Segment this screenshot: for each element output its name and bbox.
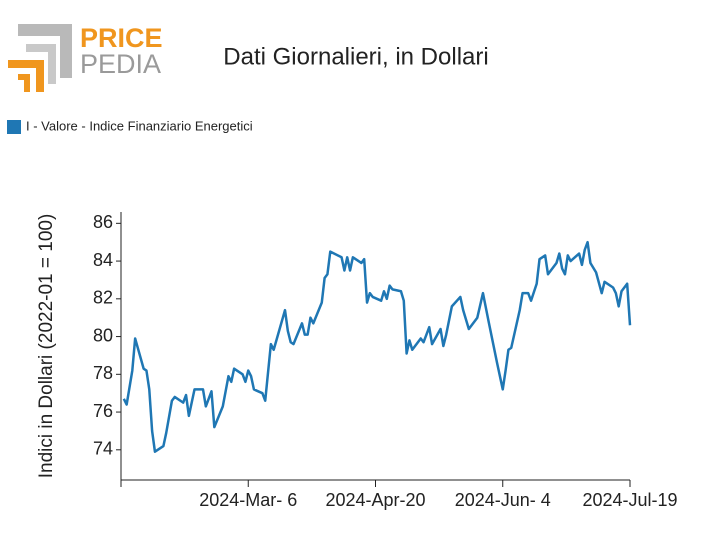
logo-text: PRICE [80,23,163,53]
logo-mark [18,74,30,92]
data-line [122,240,632,453]
logo: PRICE PEDIA [8,23,163,92]
y-tick-label: 76 [93,401,113,421]
y-tick-label: 86 [93,212,113,232]
y-tick-label: 74 [93,439,113,459]
x-tick-label: 2024-Jul-19 [582,490,677,510]
y-tick-label: 80 [93,325,113,345]
x-tick-label: 2024-Mar- 6 [199,490,297,510]
x-tick-label: 2024-Jun- 4 [455,490,551,510]
y-axis-label: Indici in Dollari (2022-01 = 100) [36,214,57,479]
x-tick-label: 2024-Apr-20 [325,490,425,510]
legend-label: I - Valore - Indice Finanziario Energeti… [26,118,253,133]
y-tick-label: 78 [93,363,113,383]
logo-mark [8,60,44,92]
y-tick-label: 84 [93,250,113,270]
logo-mark [18,24,72,78]
logo-mark [26,44,56,84]
legend-swatch [7,120,21,134]
y-tick-label: 82 [93,288,113,308]
logo-text: PEDIA [80,49,161,79]
chart-title: Dati Giornalieri, in Dollari [223,43,488,70]
